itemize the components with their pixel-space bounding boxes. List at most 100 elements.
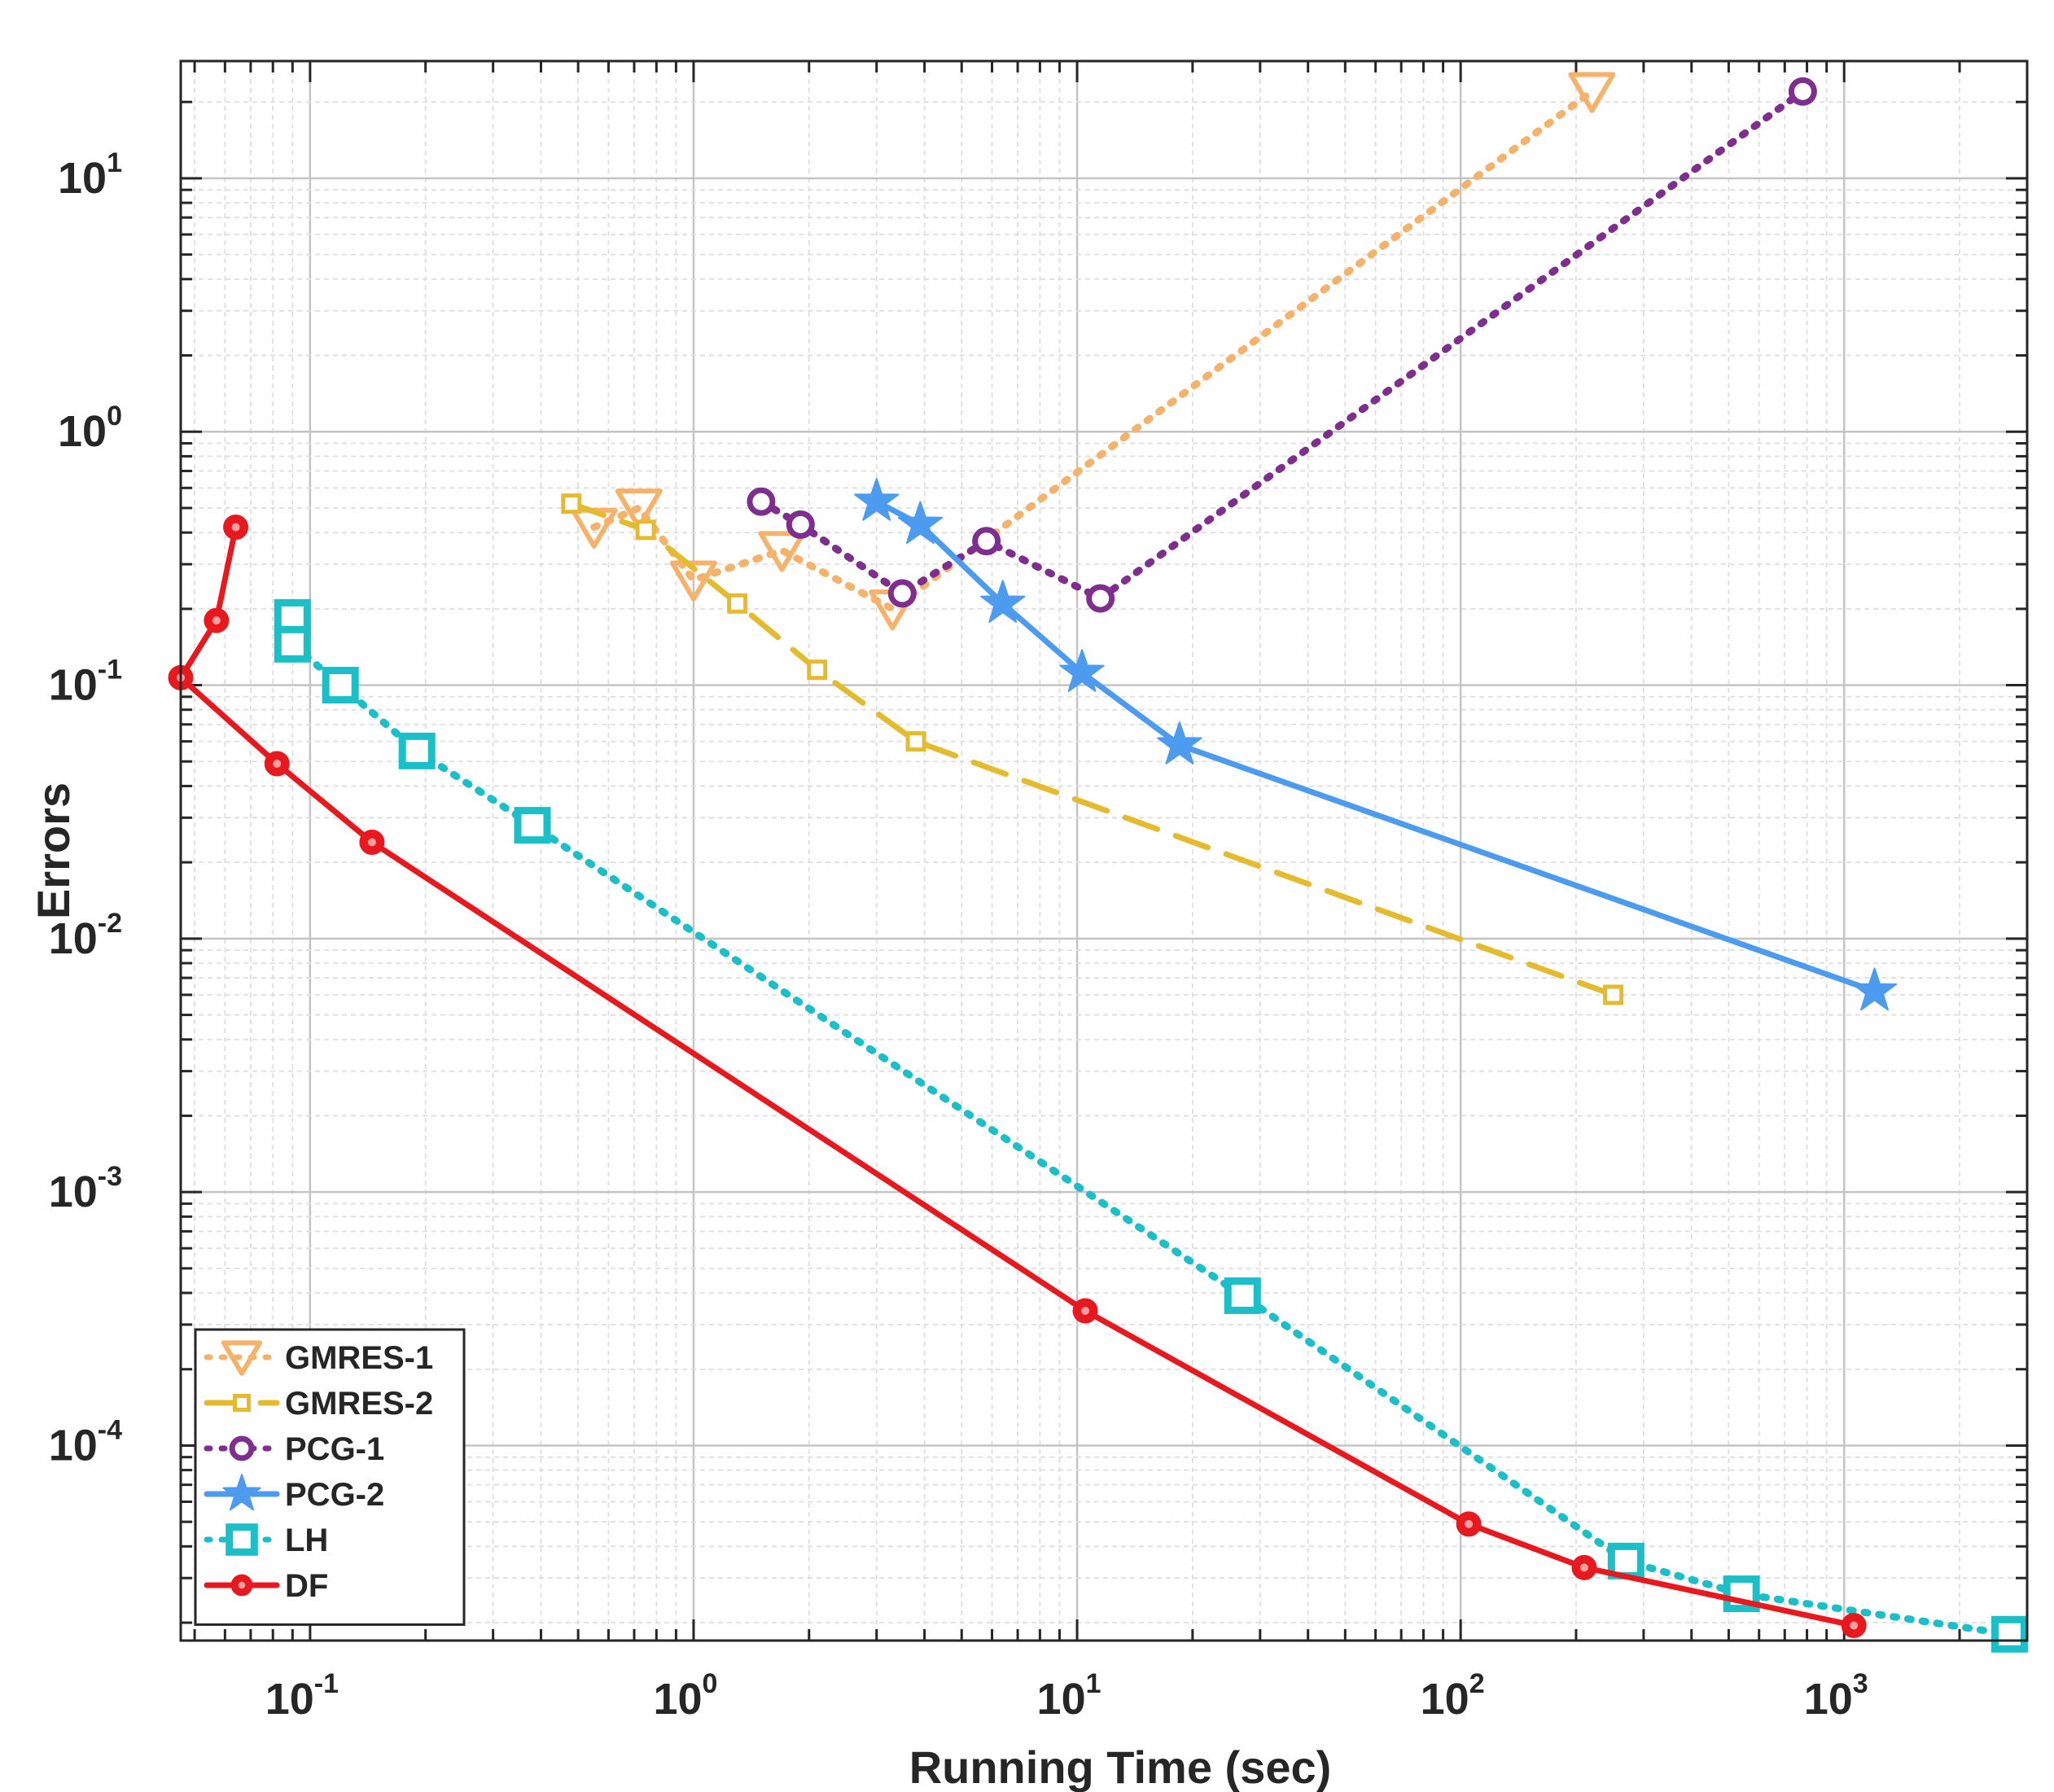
y-tick-base: 10 [58, 154, 107, 203]
x-tick-label: 102 [1421, 1668, 1485, 1724]
legend-label: DF [285, 1568, 328, 1604]
series-layer [168, 72, 2028, 1653]
legend-label: PCG-1 [285, 1431, 384, 1467]
data-point-marker [561, 493, 582, 515]
series-line [757, 87, 1807, 602]
y-tick-label: 101 [58, 147, 122, 203]
data-point-marker [1086, 584, 1115, 613]
data-point-highlight [367, 838, 376, 847]
x-tick-label: 101 [1037, 1668, 1101, 1724]
legend-entry: PCG-2 [204, 1474, 384, 1513]
series-pcg-1 [747, 77, 1817, 613]
legend-entry: PCG-1 [204, 1431, 384, 1467]
legend-label: GMRES-1 [285, 1340, 433, 1376]
x-tick-base: 10 [653, 1675, 702, 1724]
y-tick-exponent: 1 [107, 147, 122, 178]
data-point-highlight [212, 616, 221, 625]
series-line [568, 501, 1617, 998]
x-tick-base: 10 [1804, 1675, 1853, 1724]
data-point-highlight [231, 523, 240, 532]
data-point-marker [635, 519, 656, 541]
x-tick-label: 10-1 [265, 1668, 339, 1724]
x-tick-base: 10 [1037, 1675, 1086, 1724]
data-point-highlight [238, 1581, 246, 1589]
x-tick-label: 100 [653, 1668, 717, 1724]
x-tick-label: 103 [1804, 1668, 1868, 1724]
x-tick-exponent: -1 [314, 1668, 339, 1699]
data-point-marker [1990, 1615, 2028, 1653]
data-point-marker [1603, 984, 1624, 1006]
data-point-marker [1607, 1542, 1645, 1580]
data-point-marker [758, 531, 806, 572]
y-tick-exponent: -4 [98, 1414, 122, 1445]
data-point-marker [905, 731, 926, 752]
data-point-marker [669, 560, 717, 602]
y-tick-base: 10 [49, 1421, 98, 1470]
data-point-marker [398, 732, 436, 769]
plot-area [181, 61, 2027, 1641]
legend: GMRES-1 GMRES-2 PCG-1 PCG-2 LH DF [194, 1328, 466, 1626]
x-tick-base: 10 [1421, 1675, 1469, 1724]
y-tick-label: 10-3 [49, 1161, 122, 1216]
x-tick-labels: 10-1 100 101 102 103 [265, 1668, 1868, 1724]
data-point-marker [322, 667, 359, 704]
legend-label: PCG-2 [285, 1477, 384, 1513]
y-tick-base: 10 [58, 407, 107, 456]
data-point-highlight [1850, 1621, 1859, 1630]
data-point-marker [980, 580, 1026, 623]
data-point-marker [226, 1523, 258, 1556]
data-point-marker [887, 579, 917, 608]
data-point-marker [1059, 649, 1105, 692]
y-axis-label: Errors [28, 782, 79, 919]
data-point-marker [221, 1340, 263, 1376]
y-tick-base: 10 [49, 1168, 98, 1216]
data-point-marker [972, 527, 1001, 556]
y-tick-exponent: -1 [98, 655, 122, 686]
data-point-highlight [273, 759, 282, 768]
data-point-marker [897, 501, 944, 544]
legend-entry: LH [204, 1523, 328, 1558]
data-point-marker [854, 478, 900, 521]
data-point-marker [1157, 721, 1202, 765]
legend-label: LH [285, 1523, 328, 1558]
data-point-marker [222, 1474, 261, 1511]
legend-entry: DF [204, 1568, 328, 1604]
x-tick-exponent: 0 [703, 1668, 718, 1699]
legend-label: GMRES-2 [285, 1386, 433, 1422]
data-point-marker [727, 593, 748, 614]
series-df [168, 515, 1867, 1638]
data-point-marker [229, 1435, 255, 1461]
legend-entry: GMRES-1 [204, 1340, 433, 1376]
data-point-highlight [1579, 1563, 1588, 1572]
series-pcg-2 [854, 478, 1898, 1011]
data-point-highlight [1465, 1519, 1474, 1528]
y-tick-label: 10-2 [49, 908, 122, 963]
data-point-marker [1568, 72, 1616, 113]
y-tick-label: 10-1 [49, 655, 122, 710]
legend-entry: GMRES-2 [204, 1386, 433, 1422]
data-point-marker [615, 489, 663, 530]
tick-marks [181, 61, 2029, 1641]
data-point-marker [747, 487, 776, 516]
data-point-marker [1788, 77, 1817, 106]
x-tick-base: 10 [265, 1675, 314, 1724]
data-point-marker [1224, 1277, 1261, 1314]
data-point-highlight [1081, 1306, 1090, 1315]
data-point-marker [233, 1394, 251, 1412]
y-tick-exponent: -3 [98, 1161, 122, 1192]
y-tick-exponent: -2 [98, 908, 122, 939]
data-point-marker [1851, 967, 1898, 1011]
x-axis-label: Running Time (sec) [909, 1742, 1332, 1792]
series-gmres-2 [561, 493, 1624, 1006]
x-tick-exponent: 1 [1086, 1668, 1101, 1699]
y-tick-base: 10 [49, 914, 98, 963]
plot-frame [179, 59, 2029, 1642]
y-tick-base: 10 [49, 661, 98, 710]
series-lh [274, 598, 2028, 1653]
data-point-marker [274, 625, 311, 663]
y-tick-exponent: 0 [107, 401, 122, 432]
y-tick-label: 10-4 [49, 1414, 122, 1470]
x-tick-exponent: 2 [1469, 1668, 1485, 1699]
